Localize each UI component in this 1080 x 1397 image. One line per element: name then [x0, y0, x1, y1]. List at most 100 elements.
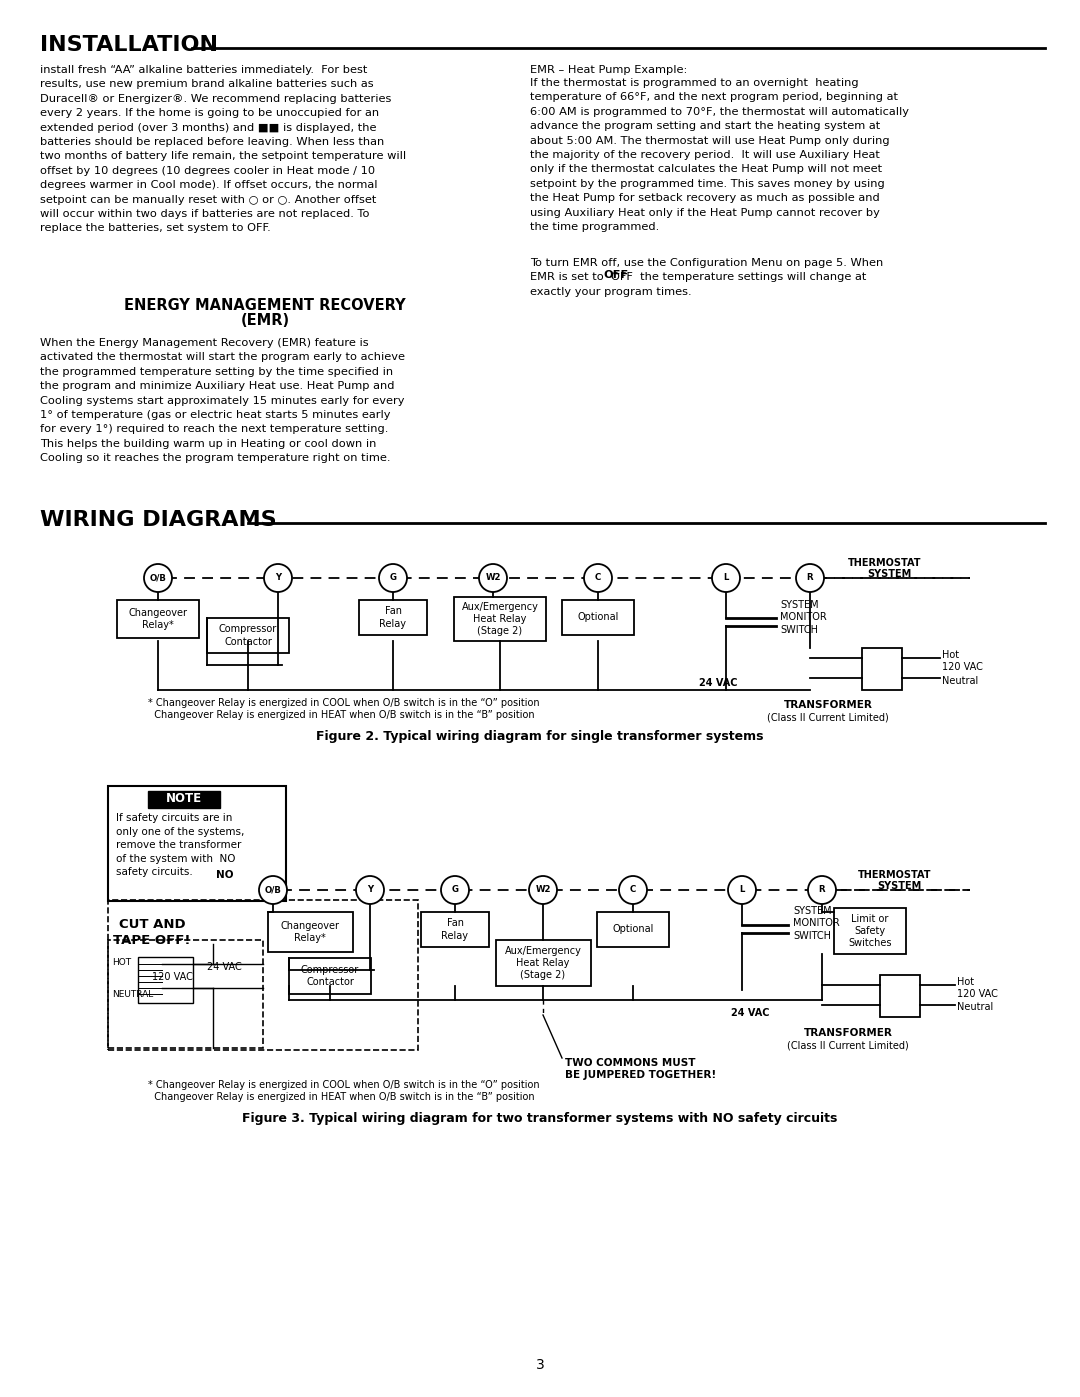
- Text: INSTALLATION: INSTALLATION: [40, 35, 218, 54]
- Bar: [108, 940, 264, 1048]
- Text: Neutral: Neutral: [942, 676, 978, 686]
- Text: Fan
Relay: Fan Relay: [379, 606, 406, 629]
- Text: Neutral: Neutral: [957, 1002, 994, 1011]
- Text: C: C: [595, 574, 602, 583]
- Text: TRANSFORMER: TRANSFORMER: [804, 1028, 892, 1038]
- Text: Figure 2. Typical wiring diagram for single transformer systems: Figure 2. Typical wiring diagram for sin…: [316, 731, 764, 743]
- Circle shape: [356, 876, 384, 904]
- Text: W2: W2: [485, 574, 501, 583]
- Text: Changeover
Relay*: Changeover Relay*: [129, 608, 188, 630]
- Text: 24 VAC: 24 VAC: [699, 678, 738, 687]
- Text: R: R: [819, 886, 825, 894]
- Text: C: C: [630, 886, 636, 894]
- Bar: [562, 599, 634, 636]
- Text: Changeover
Relay*: Changeover Relay*: [281, 921, 339, 943]
- Bar: [268, 912, 352, 951]
- Text: L: L: [740, 886, 745, 894]
- Text: L: L: [724, 574, 729, 583]
- Text: CUT AND
TAPE OFF!: CUT AND TAPE OFF!: [113, 918, 191, 947]
- Text: HOT: HOT: [112, 958, 131, 967]
- Circle shape: [264, 564, 292, 592]
- Text: NOTE: NOTE: [166, 792, 202, 805]
- Text: Limit or
Safety
Switches: Limit or Safety Switches: [848, 914, 892, 949]
- Text: Fan
Relay: Fan Relay: [442, 918, 469, 940]
- Text: G: G: [390, 574, 396, 583]
- Bar: [862, 648, 902, 690]
- Text: 24 VAC: 24 VAC: [731, 1009, 769, 1018]
- Circle shape: [480, 564, 507, 592]
- Text: G: G: [451, 886, 459, 894]
- Text: Y: Y: [367, 886, 373, 894]
- Text: Y: Y: [275, 574, 281, 583]
- Text: R: R: [807, 574, 813, 583]
- Text: ENERGY MANAGEMENT RECOVERY: ENERGY MANAGEMENT RECOVERY: [124, 298, 406, 313]
- Text: SYSTEM
MONITOR
SWITCH: SYSTEM MONITOR SWITCH: [780, 599, 827, 634]
- Circle shape: [144, 564, 172, 592]
- Text: SYSTEM: SYSTEM: [867, 569, 912, 578]
- Text: Changeover Relay is energized in HEAT when O/B switch is in the “B” position: Changeover Relay is energized in HEAT wh…: [148, 710, 535, 719]
- Circle shape: [619, 876, 647, 904]
- Text: TWO COMMONS MUST
BE JUMPERED TOGETHER!: TWO COMMONS MUST BE JUMPERED TOGETHER!: [565, 1058, 716, 1080]
- Text: (Class II Current Limited): (Class II Current Limited): [767, 712, 889, 722]
- Text: * Changeover Relay is energized in COOL when O/B switch is in the “O” position: * Changeover Relay is energized in COOL …: [148, 698, 540, 708]
- Text: O/B: O/B: [265, 886, 282, 894]
- Text: SYSTEM
MONITOR
SWITCH: SYSTEM MONITOR SWITCH: [793, 907, 840, 940]
- Bar: [880, 975, 920, 1017]
- Bar: [359, 599, 427, 636]
- Circle shape: [259, 876, 287, 904]
- Bar: [421, 912, 489, 947]
- Text: (Class II Current Limited): (Class II Current Limited): [787, 1039, 909, 1051]
- Text: 3: 3: [536, 1358, 544, 1372]
- Circle shape: [728, 876, 756, 904]
- Bar: [108, 787, 286, 901]
- Text: EMR – Heat Pump Example:: EMR – Heat Pump Example:: [530, 66, 687, 75]
- Text: Aux/Emergency
Heat Relay
(Stage 2): Aux/Emergency Heat Relay (Stage 2): [504, 946, 581, 981]
- Text: Optional: Optional: [578, 612, 619, 623]
- Text: O/B: O/B: [149, 574, 166, 583]
- Text: Compressor
Contactor: Compressor Contactor: [219, 624, 278, 647]
- Bar: [207, 617, 289, 652]
- Text: NEUTRAL: NEUTRAL: [112, 990, 153, 999]
- Circle shape: [441, 876, 469, 904]
- Circle shape: [796, 564, 824, 592]
- Text: Hot: Hot: [957, 977, 974, 988]
- Text: OFF: OFF: [603, 270, 629, 279]
- Bar: [289, 958, 372, 995]
- Text: Changeover Relay is energized in HEAT when O/B switch is in the “B” position: Changeover Relay is energized in HEAT wh…: [148, 1092, 535, 1102]
- Circle shape: [584, 564, 612, 592]
- Text: install fresh “AA” alkaline batteries immediately.  For best
results, use new pr: install fresh “AA” alkaline batteries im…: [40, 66, 406, 233]
- Text: TRANSFORMER: TRANSFORMER: [784, 700, 873, 710]
- Text: W2: W2: [536, 886, 551, 894]
- Text: THERMOSTAT: THERMOSTAT: [858, 870, 931, 880]
- Text: WIRING DIAGRAMS: WIRING DIAGRAMS: [40, 510, 276, 529]
- Bar: [496, 940, 591, 986]
- Circle shape: [379, 564, 407, 592]
- Text: 120 VAC: 120 VAC: [957, 989, 998, 999]
- Text: * Changeover Relay is energized in COOL when O/B switch is in the “O” position: * Changeover Relay is energized in COOL …: [148, 1080, 540, 1090]
- Circle shape: [529, 876, 557, 904]
- Text: 24 VAC: 24 VAC: [207, 963, 242, 972]
- Text: If safety circuits are in
only one of the systems,
remove the transformer
of the: If safety circuits are in only one of th…: [116, 813, 244, 877]
- Text: Compressor
Contactor: Compressor Contactor: [301, 965, 360, 988]
- Text: If the thermostat is programmed to an overnight  heating
temperature of 66°F, an: If the thermostat is programmed to an ov…: [530, 78, 909, 232]
- Text: THERMOSTAT: THERMOSTAT: [848, 557, 921, 569]
- Bar: [148, 791, 220, 807]
- Text: NO: NO: [216, 870, 233, 880]
- Text: When the Energy Management Recovery (EMR) feature is
activated the thermostat wi: When the Energy Management Recovery (EMR…: [40, 338, 405, 464]
- Text: SYSTEM: SYSTEM: [877, 882, 921, 891]
- Text: Optional: Optional: [612, 925, 653, 935]
- Text: 120 VAC: 120 VAC: [152, 972, 193, 982]
- Text: (EMR): (EMR): [241, 313, 289, 328]
- Circle shape: [808, 876, 836, 904]
- Text: Figure 3. Typical wiring diagram for two transformer systems with NO safety circ: Figure 3. Typical wiring diagram for two…: [242, 1112, 838, 1125]
- Bar: [117, 599, 199, 638]
- Bar: [834, 908, 906, 954]
- Text: Hot: Hot: [942, 650, 959, 659]
- Text: To turn EMR off, use the Configuration Menu on page 5. When
EMR is set to  OFF  : To turn EMR off, use the Configuration M…: [530, 258, 883, 296]
- Text: 120 VAC: 120 VAC: [942, 662, 983, 672]
- Bar: [138, 957, 193, 1003]
- Bar: [597, 912, 669, 947]
- Bar: [454, 597, 546, 641]
- Bar: [108, 900, 418, 1051]
- Text: Aux/Emergency
Heat Relay
(Stage 2): Aux/Emergency Heat Relay (Stage 2): [461, 602, 539, 637]
